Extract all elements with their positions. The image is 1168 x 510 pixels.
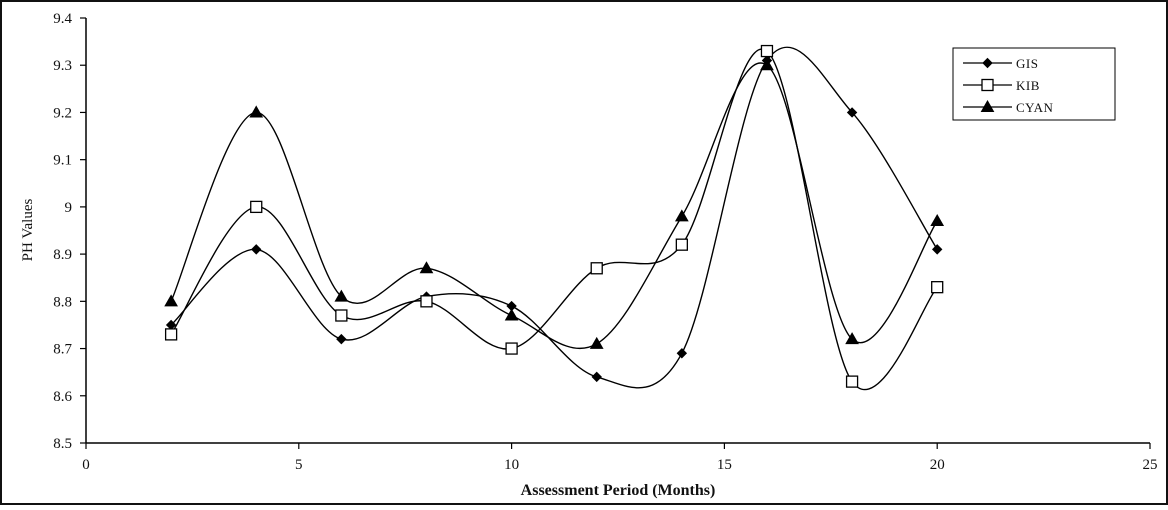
data-point-cyan bbox=[760, 58, 774, 71]
data-point-cyan bbox=[589, 336, 604, 349]
legend-label: KIB bbox=[1016, 78, 1040, 93]
data-point-kib bbox=[845, 375, 859, 388]
y-tick-label: 9.1 bbox=[53, 153, 72, 169]
data-point-cyan bbox=[164, 294, 178, 307]
series-layer bbox=[164, 44, 945, 391]
data-point-cyan bbox=[334, 289, 349, 302]
y-tick-label: 8.8 bbox=[53, 294, 72, 310]
y-tick-label: 8.5 bbox=[53, 436, 72, 452]
data-point-kib bbox=[931, 281, 944, 294]
legend-item-cyan: CYAN bbox=[963, 99, 1054, 115]
data-point-gis bbox=[931, 244, 943, 255]
legend-marker-gis bbox=[982, 57, 993, 69]
legend-marker-cyan bbox=[980, 99, 995, 112]
x-ticks: 0 5 10 15 20 25 bbox=[82, 443, 1158, 473]
data-point-cyan bbox=[674, 209, 689, 222]
y-tick-label: 9.2 bbox=[53, 105, 72, 121]
y-tick-label: 8.9 bbox=[53, 247, 72, 263]
x-tick-label: 20 bbox=[930, 457, 945, 473]
y-tick-label: 9.4 bbox=[53, 11, 72, 27]
series-line-cyan bbox=[170, 62, 938, 350]
x-tick-label: 10 bbox=[504, 457, 519, 473]
data-point-gis bbox=[846, 107, 858, 118]
data-point-cyan bbox=[930, 214, 945, 227]
x-axis-title: Assessment Period (Months) bbox=[521, 482, 716, 499]
data-point-gis bbox=[676, 348, 688, 359]
y-axis-title: PH Values bbox=[20, 199, 36, 262]
data-point-kib bbox=[164, 328, 178, 341]
series-kib bbox=[164, 44, 944, 391]
data-point-gis bbox=[591, 371, 602, 383]
data-point-cyan bbox=[845, 332, 859, 345]
legend-box bbox=[952, 47, 1116, 121]
data-point-kib bbox=[760, 44, 774, 58]
legend-items: GIS KIB CYAN bbox=[963, 56, 1054, 115]
data-point-gis bbox=[336, 333, 347, 345]
legend-label: GIS bbox=[1016, 56, 1038, 71]
legend: GIS KIB CYAN bbox=[952, 47, 1116, 121]
data-point-kib bbox=[675, 238, 688, 251]
y-tick-label: 9.3 bbox=[53, 58, 72, 74]
data-point-kib bbox=[505, 342, 518, 355]
data-point-gis bbox=[251, 244, 262, 255]
y-tick-label: 9 bbox=[65, 200, 73, 216]
x-tick-label: 5 bbox=[295, 457, 303, 473]
y-tick-label: 8.6 bbox=[53, 389, 72, 405]
x-tick-label: 25 bbox=[1143, 457, 1158, 473]
data-point-cyan bbox=[249, 105, 264, 118]
data-point-kib bbox=[590, 262, 603, 275]
data-point-kib bbox=[420, 295, 433, 308]
series-cyan bbox=[164, 58, 945, 350]
legend-item-kib: KIB bbox=[963, 78, 1040, 93]
data-point-kib bbox=[250, 200, 263, 214]
y-tick-label: 8.7 bbox=[53, 342, 72, 358]
x-tick-label: 0 bbox=[82, 457, 90, 473]
x-tick-label: 15 bbox=[717, 457, 732, 473]
data-point-kib bbox=[335, 309, 348, 322]
y-ticks: 8.5 8.6 8.7 8.8 8.9 9 9.1 9.2 9.3 9.4 bbox=[53, 11, 86, 452]
legend-marker-kib bbox=[981, 78, 994, 92]
data-point-cyan bbox=[504, 308, 519, 321]
legend-label: CYAN bbox=[1016, 100, 1054, 115]
data-point-cyan bbox=[419, 261, 434, 274]
legend-item-gis: GIS bbox=[963, 56, 1038, 71]
axes bbox=[85, 18, 1150, 444]
